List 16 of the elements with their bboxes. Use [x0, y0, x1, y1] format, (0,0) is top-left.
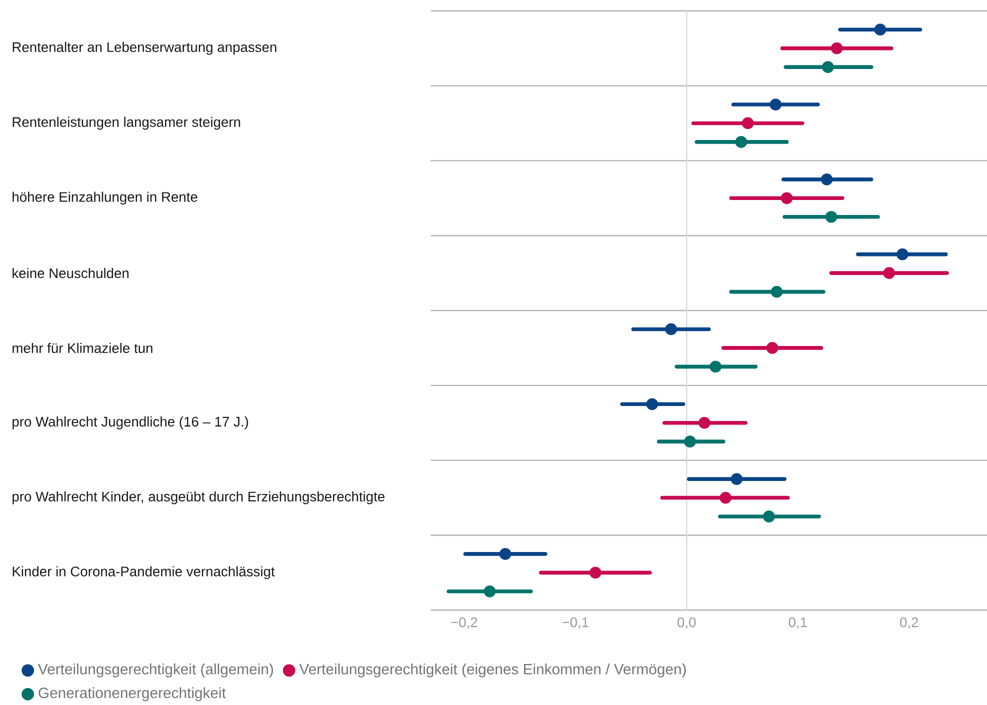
- y-tick-label: pro Wahlrecht Jugendliche (16 – 17 J.): [12, 416, 248, 430]
- y-tick-label: Rentenalter an Lebenserwartung anpassen: [12, 42, 276, 55]
- legend-label: Generationenergerechtigkeit: [38, 687, 226, 702]
- y-tick-label: keine Neuschulden: [12, 268, 129, 278]
- legend-label: Verteilungsgerechtigkeit (eigenes Einkommen / Vermögen): [299, 663, 686, 678]
- x-tick-label: −0,1: [562, 617, 588, 629]
- y-tick-label: mehr für Klimaziele tun: [12, 342, 152, 354]
- y-tick-label: Rentenleistungen langsamer steigern: [12, 116, 240, 130]
- x-tick-label: 0,0: [678, 617, 696, 629]
- x-tick-label: −0,2: [451, 617, 478, 629]
- legend-label: Verteilungsgerechtigkeit (allgemein): [38, 663, 273, 678]
- y-tick-label: pro Wahlrecht Kinder, ausgeübt durch Erziehungsberechtigte: [12, 491, 384, 504]
- x-tick-label: 0,1: [788, 617, 807, 629]
- x-tick-label: 0,2: [900, 617, 918, 629]
- y-tick-label: höhere Einzahlungen in Rente: [12, 192, 198, 205]
- y-tick-label: Kinder in Corona-Pandemie vernachlässigt: [12, 566, 275, 580]
